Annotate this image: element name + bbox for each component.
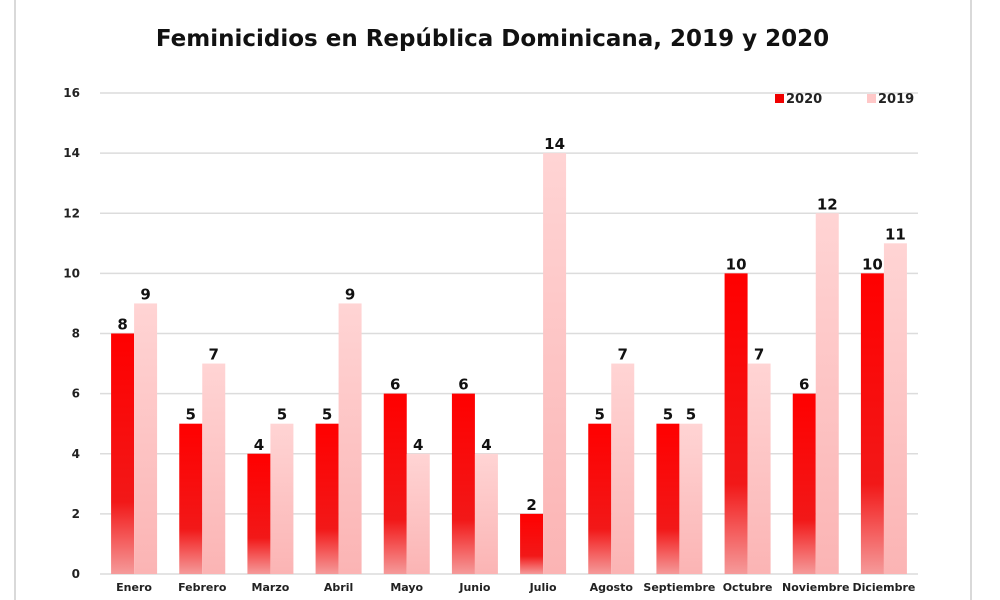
bar-2020-mayo — [383, 393, 407, 574]
x-category-label: Marzo — [252, 581, 290, 594]
y-tick-label: 10 — [63, 266, 80, 280]
data-label-2019-agosto: 7 — [618, 346, 628, 364]
x-category-label: Octubre — [723, 581, 773, 594]
legend-label-2019: 2019 — [878, 92, 914, 107]
y-tick-label: 2 — [72, 507, 80, 521]
frame-border-left — [14, 0, 16, 600]
bar-2019-marzo — [270, 423, 294, 574]
grid-lines — [100, 92, 918, 575]
bar-2020-abril — [315, 423, 339, 574]
y-tick-label: 6 — [72, 387, 80, 401]
legend-label-2020: 2020 — [786, 92, 822, 107]
bar-2019-octubre — [747, 363, 771, 574]
y-tick-label: 14 — [63, 146, 80, 160]
x-category-label: Agosto — [590, 581, 634, 594]
bar-2020-julio — [520, 513, 544, 574]
data-label-2019-enero: 9 — [140, 285, 150, 303]
bar-2020-septiembre — [656, 423, 680, 574]
bar-2019-agosto — [611, 363, 635, 574]
x-category-label: Diciembre — [852, 581, 915, 594]
data-label-2020-junio: 6 — [458, 376, 468, 394]
x-category-label: Julio — [529, 581, 557, 594]
data-label-2020-febrero: 5 — [186, 406, 196, 424]
x-category-label: Septiembre — [643, 581, 715, 594]
bar-2020-marzo — [247, 453, 271, 574]
data-label-2020-agosto: 5 — [595, 406, 605, 424]
bar-2020-junio — [451, 393, 475, 574]
bar-2019-diciembre — [883, 243, 907, 574]
y-axis-ticks: 0 2 4 6 8 10 12 14 16 — [63, 86, 80, 581]
data-label-2019-septiembre: 5 — [686, 406, 696, 424]
bar-2019-enero — [134, 303, 158, 574]
bar-2019-junio — [474, 453, 498, 574]
bar-2020-noviembre — [792, 393, 816, 574]
bar-2020-octubre — [724, 273, 748, 574]
bar-2019-mayo — [406, 453, 430, 574]
bar-2019-noviembre — [815, 213, 839, 574]
x-category-label: Noviembre — [782, 581, 849, 594]
data-label-2019-octubre: 7 — [754, 346, 764, 364]
legend-swatch-2019 — [867, 94, 876, 103]
bar-2019-septiembre — [679, 423, 703, 574]
y-tick-label: 0 — [72, 567, 80, 581]
data-label-2019-abril: 9 — [345, 285, 355, 303]
data-label-2019-junio: 4 — [481, 436, 491, 454]
bar-2019-abril — [338, 303, 362, 574]
bar-2020-febrero — [179, 423, 203, 574]
bar-2020-agosto — [588, 423, 612, 574]
y-tick-label: 16 — [63, 86, 80, 100]
data-label-2019-mayo: 4 — [413, 436, 423, 454]
data-label-2020-enero: 8 — [117, 316, 127, 334]
data-label-2020-julio: 2 — [526, 496, 536, 514]
x-category-label: Junio — [458, 581, 491, 594]
data-label-2020-octubre: 10 — [726, 255, 747, 273]
data-label-2019-marzo: 5 — [277, 406, 287, 424]
data-label-2020-abril: 5 — [322, 406, 332, 424]
frame-border-right — [970, 0, 972, 600]
x-category-label: Enero — [116, 581, 152, 594]
bar-2019-febrero — [202, 363, 226, 574]
data-label-2019-febrero: 7 — [209, 346, 219, 364]
x-category-label: Abril — [324, 581, 353, 594]
legend: 2020 2019 — [775, 92, 914, 107]
data-label-2020-noviembre: 6 — [799, 376, 809, 394]
bar-2020-enero — [111, 333, 135, 574]
x-category-label: Mayo — [390, 581, 423, 594]
chart-title: Feminicidios en República Dominicana, 20… — [155, 26, 830, 52]
data-label-2020-diciembre: 10 — [862, 255, 883, 273]
x-category-label: Febrero — [178, 581, 227, 594]
legend-swatch-2020 — [775, 94, 784, 103]
y-tick-label: 4 — [72, 447, 80, 461]
bar-2020-diciembre — [860, 273, 884, 574]
bar-2019-julio — [543, 153, 567, 574]
bars — [111, 153, 907, 574]
data-label-2019-noviembre: 12 — [817, 195, 838, 213]
data-label-2019-diciembre: 11 — [885, 225, 906, 243]
y-tick-label: 12 — [63, 206, 80, 220]
x-axis-categories: Enero Febrero Marzo Abril Mayo Junio Julio Agos… — [116, 581, 915, 594]
data-label-2019-julio: 14 — [544, 135, 565, 153]
y-tick-label: 8 — [72, 327, 80, 341]
data-label-2020-marzo: 4 — [254, 436, 264, 454]
data-label-2020-septiembre: 5 — [663, 406, 673, 424]
data-label-2020-mayo: 6 — [390, 376, 400, 394]
